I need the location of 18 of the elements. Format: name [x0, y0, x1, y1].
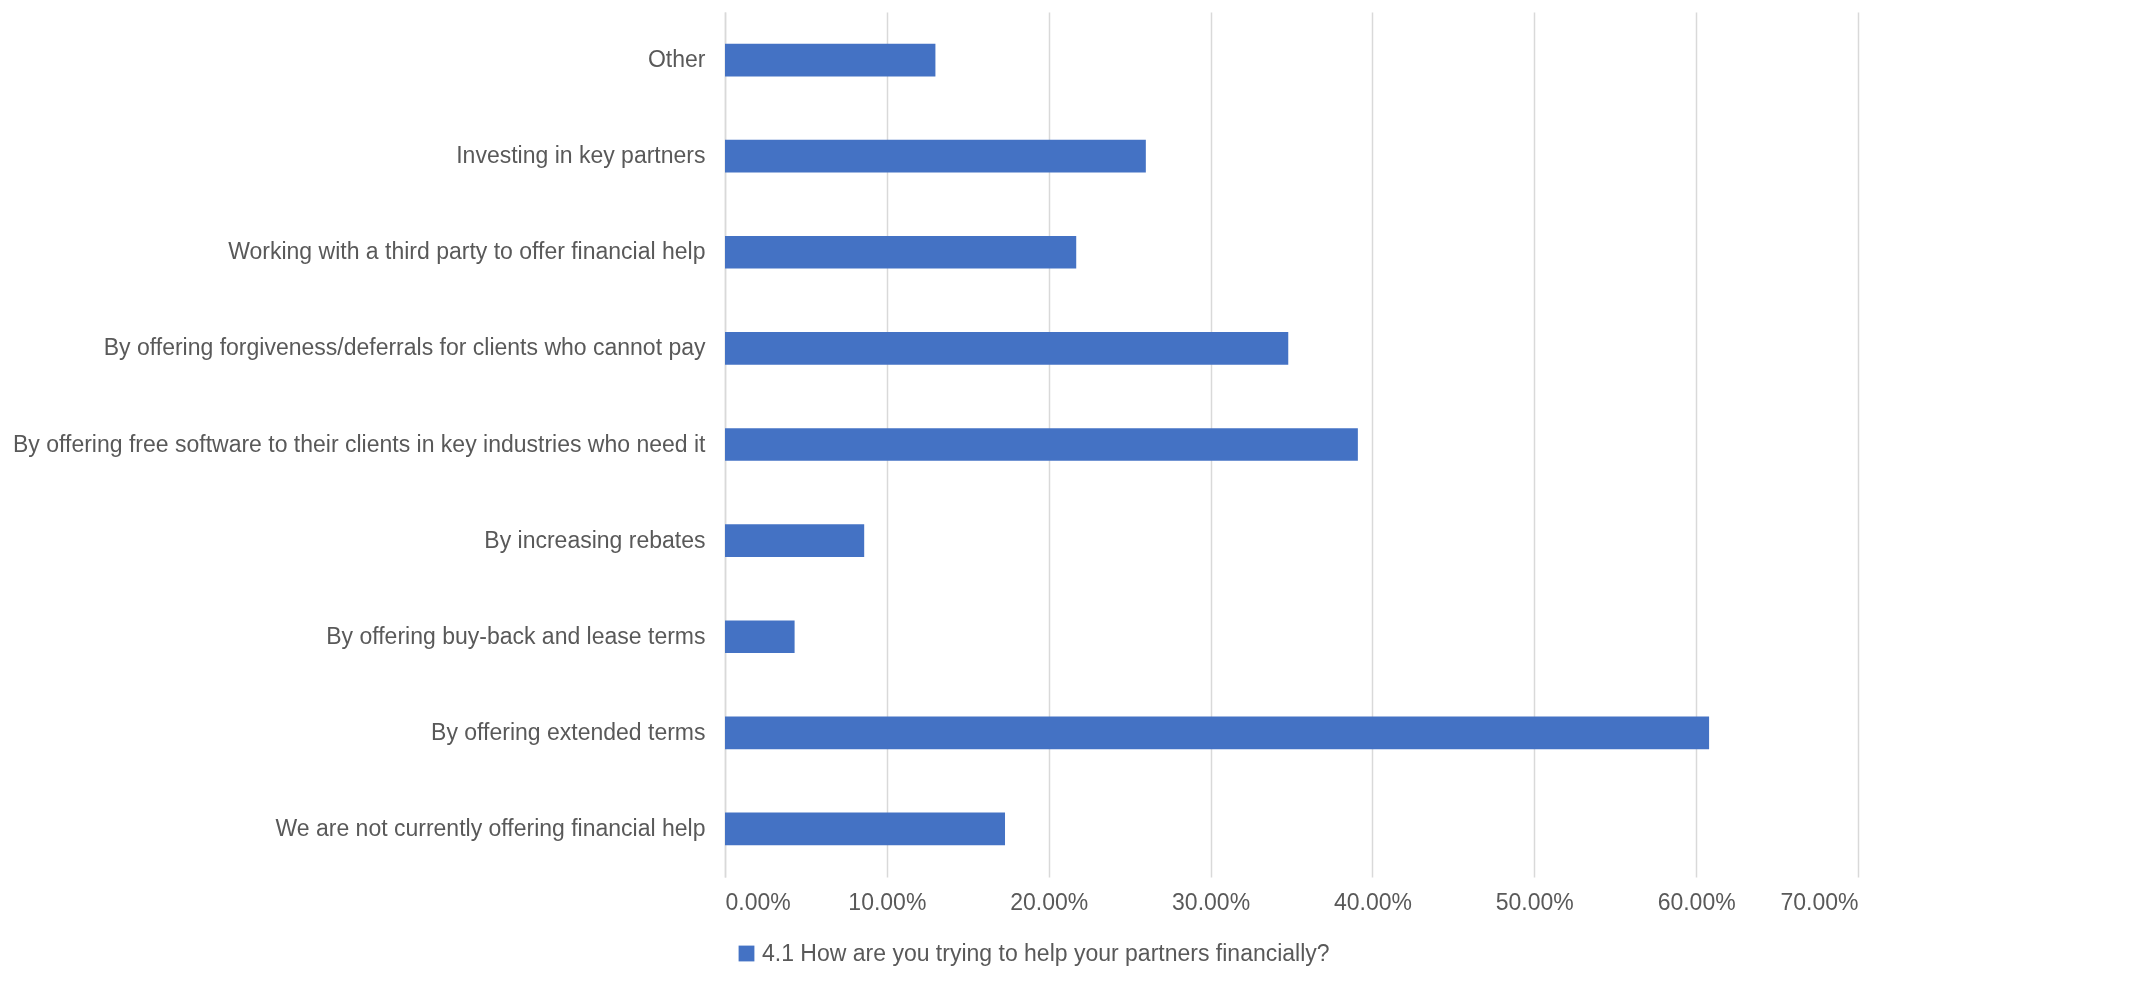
- x-tick-label: 30.00%: [1172, 888, 1251, 915]
- y-tick-label: Working with a third party to offer financial help: [228, 238, 706, 265]
- y-tick-label: By offering free software to their clients in key industries who need it: [13, 430, 707, 457]
- legend-label: 4.1 How are you trying to help your partners financially?: [762, 939, 1330, 966]
- y-tick-label: By increasing rebates: [484, 526, 706, 553]
- x-tick-label: 10.00%: [848, 888, 927, 915]
- y-tick-label: Investing in key partners: [456, 142, 706, 169]
- x-tick-label: 60.00%: [1657, 888, 1736, 915]
- y-tick-label: By offering forgiveness/deferrals for clients who cannot pay: [103, 334, 706, 361]
- x-tick-label: 50.00%: [1495, 888, 1574, 915]
- x-tick-label: 40.00%: [1333, 888, 1412, 915]
- x-tick-label: 20.00%: [1010, 888, 1089, 915]
- y-tick-label: By offering extended terms: [431, 718, 706, 745]
- x-tick-label: 70.00%: [1780, 888, 1859, 915]
- y-tick-label: We are not currently offering financial help: [275, 814, 706, 841]
- y-tick-label: By offering buy-back and lease terms: [326, 622, 706, 649]
- y-tick-label: Other: [647, 46, 706, 73]
- x-tick-label: 0.00%: [725, 888, 791, 915]
